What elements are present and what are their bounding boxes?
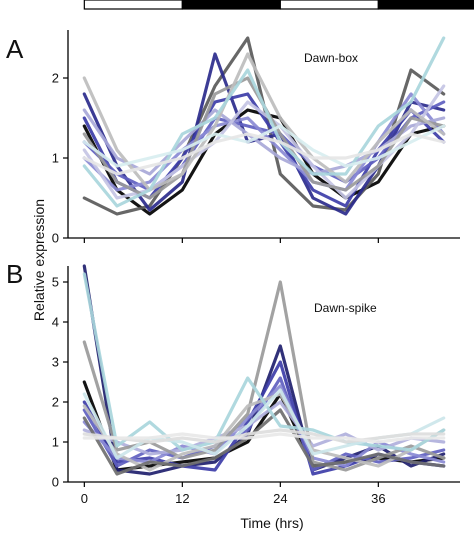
panel-a-plot: 0 1 2 [52, 30, 460, 246]
series-line-b-12 [82, 432, 446, 444]
annotation-dawn-spike: Dawn-spike [314, 301, 377, 315]
light-bar-dark-segment-1 [181, 0, 281, 10]
series-line-a-4 [82, 100, 446, 192]
series-line-b-11 [82, 428, 446, 444]
panel-letter-a: A [6, 34, 24, 64]
panel-letter-b: B [6, 259, 23, 289]
x-tick-label-24: 24 [273, 491, 287, 506]
series-line-a-11 [82, 124, 446, 168]
x-axis-title: Time (hrs) [240, 515, 303, 531]
y-tick-label-a-2: 2 [52, 71, 59, 86]
series-line-b-1 [82, 264, 446, 476]
y-tick-label-b-4: 4 [52, 315, 59, 330]
light-bar-light-segment-2 [279, 0, 379, 10]
x-tick-label-36: 36 [371, 491, 385, 506]
y-tick-label-b-0: 0 [52, 475, 59, 490]
annotation-dawn-box: Dawn-box [304, 51, 358, 65]
y-axis-title: Relative expression [31, 199, 47, 321]
series-line-a-12 [82, 132, 446, 176]
y-tick-label-b-1: 1 [52, 435, 59, 450]
y-tick-label-a-0: 0 [52, 231, 59, 246]
y-tick-label-b-3: 3 [52, 355, 59, 370]
y-tick-label-a-1: 1 [52, 151, 59, 166]
series-group-a [82, 36, 446, 216]
x-tick-label-0: 0 [81, 491, 88, 506]
series-group-b [82, 264, 446, 476]
light-bar-dark-segment-3 [377, 0, 474, 10]
x-tick-label-12: 12 [175, 491, 189, 506]
y-tick-label-b-2: 2 [52, 395, 59, 410]
series-line-a-10 [82, 36, 446, 208]
series-line-b-9 [82, 272, 446, 452]
y-tick-label-b-5: 5 [52, 275, 59, 290]
light-dark-bar [83, 0, 474, 10]
series-line-b-8 [82, 408, 446, 476]
light-bar-light-segment-0 [83, 0, 183, 10]
series-line-a-9 [82, 52, 446, 192]
